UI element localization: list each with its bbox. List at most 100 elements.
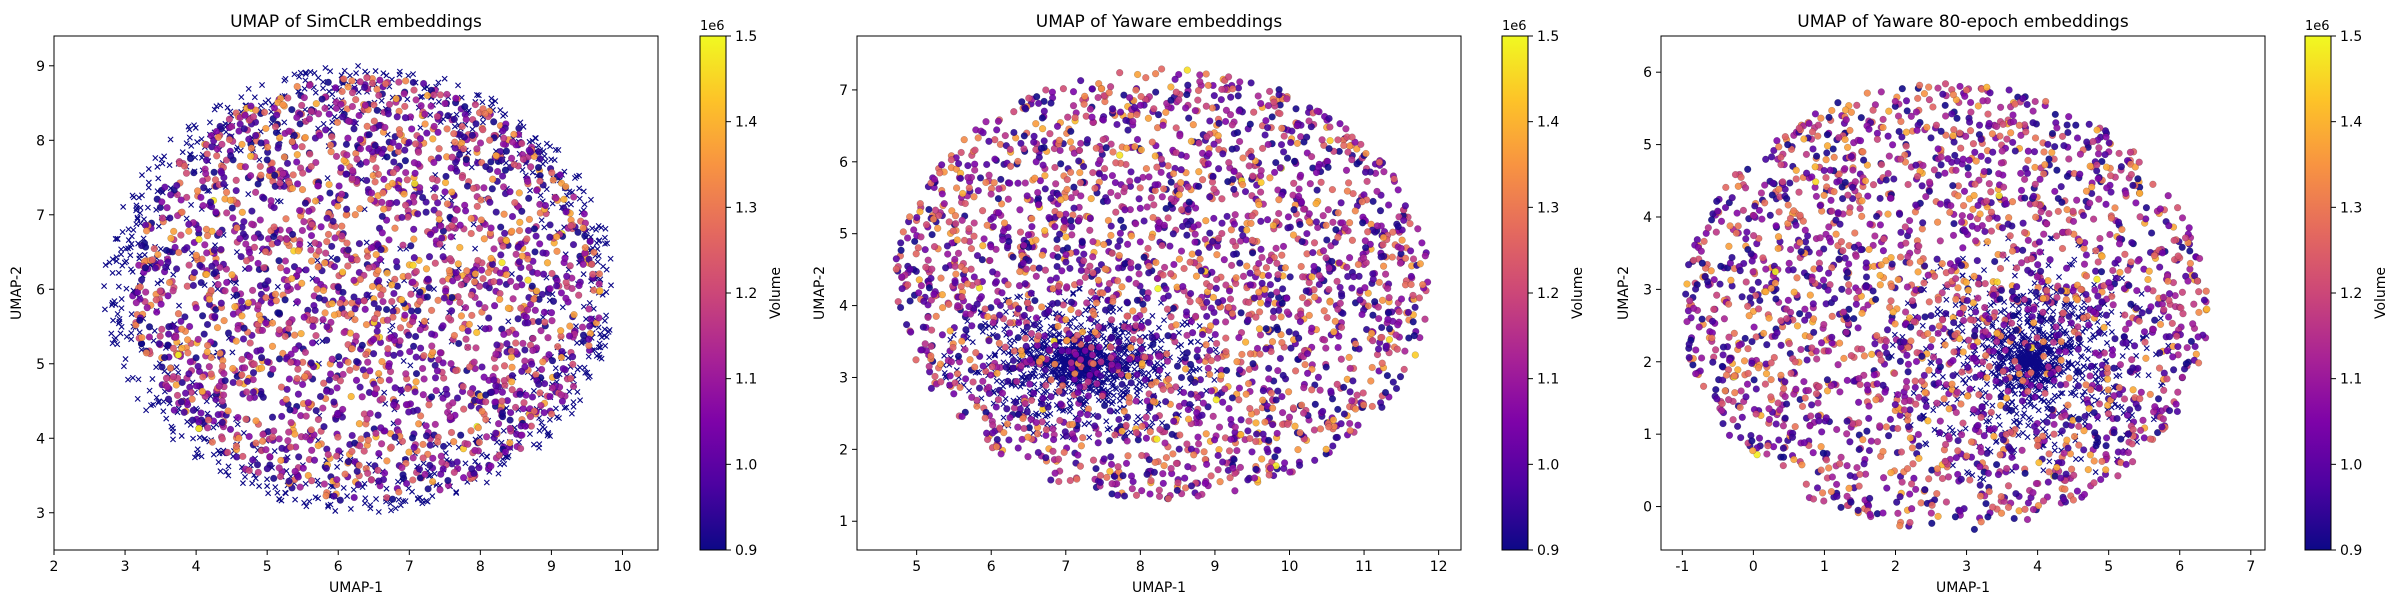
data-point — [515, 258, 524, 266]
data-point — [351, 316, 359, 324]
data-point — [536, 155, 544, 163]
data-point — [409, 78, 417, 87]
data-point — [242, 240, 250, 248]
data-point — [392, 95, 400, 103]
data-point — [247, 144, 256, 152]
data-point — [192, 304, 200, 312]
x-marker — [400, 497, 407, 504]
data-point — [246, 394, 254, 402]
data-point — [401, 157, 410, 165]
data-point — [514, 315, 522, 323]
x-marker — [545, 431, 552, 438]
data-point — [314, 263, 322, 271]
data-point — [521, 422, 530, 430]
data-point — [315, 294, 323, 302]
data-point — [413, 406, 422, 414]
data-point — [281, 257, 290, 265]
data-point — [317, 223, 325, 231]
data-point — [400, 190, 408, 198]
data-point — [411, 180, 419, 188]
data-point — [195, 235, 203, 244]
data-point — [243, 388, 251, 396]
x-marker — [468, 164, 475, 171]
data-point — [1009, 356, 1018, 365]
data-point — [338, 87, 346, 96]
data-point — [497, 223, 505, 231]
data-point — [452, 94, 460, 102]
data-point — [181, 162, 189, 170]
data-point — [474, 424, 482, 432]
x-marker — [429, 493, 436, 500]
data-point — [164, 292, 172, 300]
x-marker — [440, 194, 447, 201]
x-marker — [1103, 418, 1110, 425]
x-marker — [597, 330, 604, 337]
data-point — [448, 188, 456, 196]
data-point — [1003, 405, 1011, 413]
data-point — [384, 345, 392, 353]
data-point — [300, 93, 308, 102]
data-point — [339, 268, 347, 276]
data-point — [537, 402, 545, 410]
data-point — [343, 239, 351, 247]
data-point — [148, 256, 157, 264]
data-point — [1027, 329, 1036, 338]
data-point — [423, 91, 432, 100]
data-point — [203, 156, 211, 164]
x-marker — [315, 481, 322, 488]
data-point — [396, 324, 405, 332]
data-point — [427, 102, 435, 110]
data-point — [442, 287, 450, 295]
data-point — [979, 377, 987, 385]
data-point — [312, 158, 320, 167]
data-point — [285, 127, 293, 135]
data-point — [271, 290, 280, 298]
data-point — [458, 122, 466, 131]
y-tick-label: 8 — [36, 133, 45, 149]
data-point — [419, 454, 427, 462]
data-point — [1016, 206, 1024, 214]
data-point — [508, 138, 517, 146]
x-marker — [301, 85, 308, 92]
data-point — [1180, 264, 1188, 273]
data-point — [415, 420, 423, 428]
data-point — [419, 440, 427, 449]
data-point — [320, 480, 329, 488]
x-marker — [1207, 336, 1214, 343]
x-marker — [363, 239, 370, 246]
x-marker — [138, 192, 145, 199]
x-marker — [1006, 337, 1013, 344]
data-point — [388, 297, 396, 306]
x-marker — [170, 436, 176, 443]
data-point — [393, 113, 401, 121]
x-marker — [993, 377, 1000, 384]
x-marker — [163, 415, 170, 422]
data-point — [466, 389, 475, 397]
x-marker — [311, 70, 318, 77]
data-point — [410, 159, 418, 167]
data-point — [439, 359, 447, 367]
data-point — [568, 284, 576, 293]
x-marker — [596, 237, 603, 244]
data-point — [250, 234, 259, 242]
data-point — [207, 198, 215, 206]
data-point — [362, 321, 371, 329]
x-marker — [114, 311, 121, 317]
data-point — [381, 469, 389, 477]
x-marker — [146, 387, 153, 394]
data-point — [392, 257, 401, 266]
x-marker — [257, 102, 264, 109]
data-point — [240, 218, 248, 226]
data-point — [214, 280, 222, 289]
data-point — [499, 127, 507, 135]
data-point — [482, 398, 490, 406]
data-point — [490, 376, 498, 384]
x-marker — [198, 136, 205, 143]
data-point — [562, 183, 570, 191]
data-point — [373, 106, 381, 115]
data-point — [453, 206, 461, 214]
x-marker — [234, 421, 241, 428]
x-marker — [128, 311, 135, 318]
data-point — [294, 180, 302, 188]
